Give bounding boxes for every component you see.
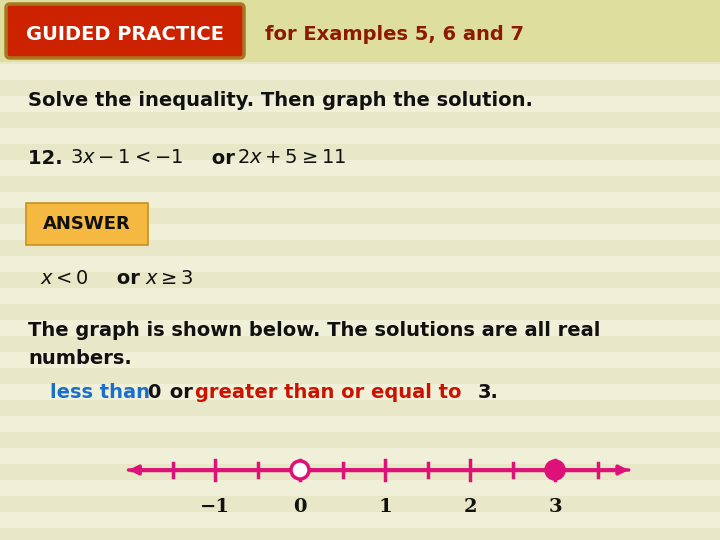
Text: $x < 0$: $x < 0$ bbox=[40, 268, 89, 287]
Text: GUIDED PRACTICE: GUIDED PRACTICE bbox=[26, 25, 224, 44]
Circle shape bbox=[291, 461, 309, 479]
Bar bbox=[0, 288, 720, 304]
Bar bbox=[0, 400, 720, 416]
Text: numbers.: numbers. bbox=[28, 348, 132, 368]
Text: 0: 0 bbox=[293, 498, 307, 516]
Text: 3: 3 bbox=[548, 498, 562, 516]
Bar bbox=[0, 112, 720, 128]
Text: 1: 1 bbox=[378, 498, 392, 516]
Bar bbox=[0, 224, 720, 240]
FancyBboxPatch shape bbox=[6, 4, 244, 58]
Bar bbox=[0, 256, 720, 272]
Bar bbox=[0, 432, 720, 448]
Bar bbox=[0, 448, 720, 464]
Text: ANSWER: ANSWER bbox=[43, 215, 131, 233]
Text: Solve the inequality. Then graph the solution.: Solve the inequality. Then graph the sol… bbox=[28, 91, 533, 110]
Bar bbox=[0, 144, 720, 160]
Bar bbox=[0, 384, 720, 400]
Bar bbox=[0, 368, 720, 384]
Text: or: or bbox=[110, 268, 147, 287]
Bar bbox=[0, 208, 720, 224]
Bar bbox=[0, 352, 720, 368]
Bar bbox=[0, 176, 720, 192]
Bar bbox=[0, 464, 720, 480]
Text: $3x - 1 < -1$: $3x - 1 < -1$ bbox=[70, 149, 183, 167]
Bar bbox=[0, 240, 720, 256]
Bar bbox=[0, 80, 720, 96]
Bar bbox=[0, 48, 720, 64]
Text: or: or bbox=[205, 148, 242, 167]
Bar bbox=[0, 272, 720, 288]
Text: 2: 2 bbox=[463, 498, 477, 516]
Bar bbox=[0, 320, 720, 336]
Circle shape bbox=[546, 461, 564, 479]
Text: greater than or equal to: greater than or equal to bbox=[195, 382, 468, 402]
Bar bbox=[0, 304, 720, 320]
Bar bbox=[0, 496, 720, 512]
Text: $x \geq 3$: $x \geq 3$ bbox=[145, 268, 194, 287]
Bar bbox=[0, 128, 720, 144]
Text: 3.: 3. bbox=[478, 382, 499, 402]
Bar bbox=[0, 480, 720, 496]
Text: less than: less than bbox=[50, 382, 157, 402]
Text: 12.: 12. bbox=[28, 148, 69, 167]
Bar bbox=[0, 512, 720, 528]
Bar bbox=[0, 336, 720, 352]
Bar bbox=[0, 0, 720, 16]
Bar bbox=[0, 0, 720, 62]
Text: −1: −1 bbox=[200, 498, 230, 516]
Text: The graph is shown below. The solutions are all real: The graph is shown below. The solutions … bbox=[28, 321, 600, 340]
Bar bbox=[0, 96, 720, 112]
Bar bbox=[0, 64, 720, 80]
Bar bbox=[0, 192, 720, 208]
Text: for Examples 5, 6 and 7: for Examples 5, 6 and 7 bbox=[265, 25, 524, 44]
Bar bbox=[0, 160, 720, 176]
Bar bbox=[0, 32, 720, 48]
Text: 0: 0 bbox=[147, 382, 161, 402]
Bar bbox=[0, 416, 720, 432]
Text: or: or bbox=[163, 382, 199, 402]
FancyBboxPatch shape bbox=[26, 203, 148, 245]
Bar bbox=[0, 16, 720, 32]
Bar bbox=[0, 528, 720, 540]
Text: $2x + 5 \geq 11$: $2x + 5 \geq 11$ bbox=[237, 149, 346, 167]
